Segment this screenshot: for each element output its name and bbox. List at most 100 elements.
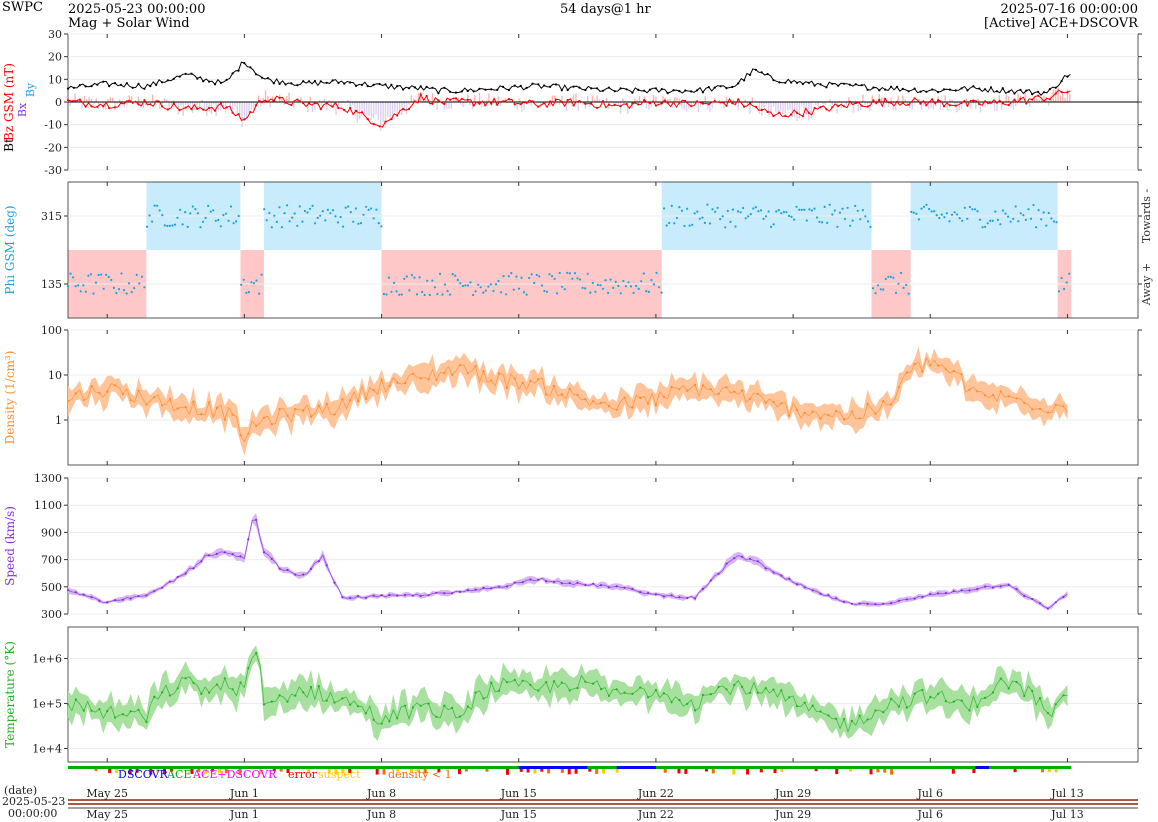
phi-point — [938, 216, 941, 220]
speed-point — [82, 593, 85, 596]
temperature-point — [208, 691, 211, 694]
speed-point — [529, 578, 532, 581]
status-flag-mark — [190, 769, 194, 774]
phi-point — [408, 289, 411, 292]
status-flag-mark — [334, 769, 338, 775]
phi-point — [497, 279, 500, 283]
temperature-point — [325, 699, 328, 702]
bt-line-point — [366, 85, 369, 88]
phi-point — [573, 272, 577, 275]
phi-point — [533, 281, 536, 285]
phi-point — [349, 211, 352, 214]
phi-point — [515, 275, 518, 278]
speed-point — [270, 557, 273, 561]
bz-line-point — [449, 98, 452, 101]
speed-point — [1031, 597, 1034, 601]
phi-point — [803, 208, 806, 211]
speed-point — [286, 568, 289, 572]
density-point — [262, 416, 266, 419]
phi-point — [1009, 220, 1012, 223]
bz-line-point — [931, 98, 934, 101]
phi-point — [945, 212, 949, 215]
bz-line-point — [549, 100, 552, 103]
speed-point — [247, 538, 250, 541]
density-point — [1031, 408, 1034, 411]
speed-point — [411, 594, 414, 597]
phi-point — [808, 208, 811, 211]
mag-ytick-label: -30 — [44, 164, 62, 177]
bt-line-point — [984, 88, 987, 91]
status-flag-mark — [272, 769, 276, 772]
speed-point — [1015, 588, 1018, 591]
bz-line-point — [119, 101, 122, 104]
temperature-point — [404, 704, 407, 707]
phi-point — [219, 225, 222, 228]
speed-point — [349, 596, 352, 600]
phi-point — [403, 277, 406, 280]
phi-point — [915, 212, 918, 215]
phi-point — [522, 291, 526, 294]
temperature-point — [129, 710, 132, 713]
phi-point — [72, 276, 75, 279]
phi-point — [326, 208, 329, 211]
temperature-point — [686, 702, 689, 705]
status-flag-mark — [279, 769, 283, 772]
status-flag-mark — [464, 769, 468, 772]
bt-line-point — [1025, 89, 1028, 92]
bt-line-point — [155, 83, 158, 86]
bt-line-point — [443, 86, 446, 89]
speed-point — [137, 595, 140, 598]
phi-point — [843, 217, 847, 221]
temperature-point — [529, 683, 532, 687]
bt-line-point — [966, 89, 969, 92]
phi-point — [561, 285, 564, 288]
bz-line-point — [113, 106, 117, 109]
temperature-point — [215, 683, 218, 686]
density-point — [505, 386, 509, 390]
phi-point — [235, 220, 238, 223]
speed-point — [827, 594, 830, 597]
temperature-point — [670, 701, 673, 704]
phi-point — [818, 220, 821, 223]
bz-line-point — [813, 106, 816, 110]
x-tick-label-top: Jun 22 — [637, 787, 674, 800]
density-point — [654, 403, 658, 407]
bt-line-point — [231, 72, 234, 75]
phi-point — [500, 291, 503, 294]
temperature-point — [270, 700, 273, 703]
phi-ytick-label: 135 — [41, 278, 62, 291]
temperature-point — [137, 708, 140, 711]
status-flag-mark — [217, 769, 221, 774]
speed-point — [443, 592, 446, 595]
density-point — [662, 395, 665, 398]
phi-point — [823, 205, 826, 208]
status-flag-mark — [238, 769, 242, 775]
temperature-point — [1007, 687, 1010, 690]
phi-point — [900, 271, 903, 275]
bz-line-point — [837, 104, 840, 108]
bt-line-point — [425, 85, 428, 88]
density-point — [850, 410, 854, 413]
phi-point — [968, 205, 972, 209]
phi-point — [706, 203, 709, 206]
bz-line-point — [208, 106, 211, 110]
bt-line-point — [266, 77, 269, 80]
phi-point — [143, 286, 146, 289]
phi-point — [663, 207, 666, 210]
phi-point — [191, 205, 194, 208]
bt-line-point — [237, 69, 240, 72]
temperature-point — [1015, 680, 1018, 684]
speed-point — [545, 580, 548, 583]
bz-line-point — [760, 108, 763, 112]
bz-line-point — [202, 108, 205, 111]
phi-point — [701, 216, 704, 219]
phi-point — [747, 215, 750, 218]
phi-point — [122, 289, 126, 292]
bz-line-point — [1037, 94, 1040, 97]
status-flag-mark — [437, 769, 441, 773]
phi-point — [280, 226, 284, 229]
phi-point — [1007, 215, 1010, 218]
phi-point — [186, 225, 189, 228]
phi-point — [726, 209, 729, 212]
